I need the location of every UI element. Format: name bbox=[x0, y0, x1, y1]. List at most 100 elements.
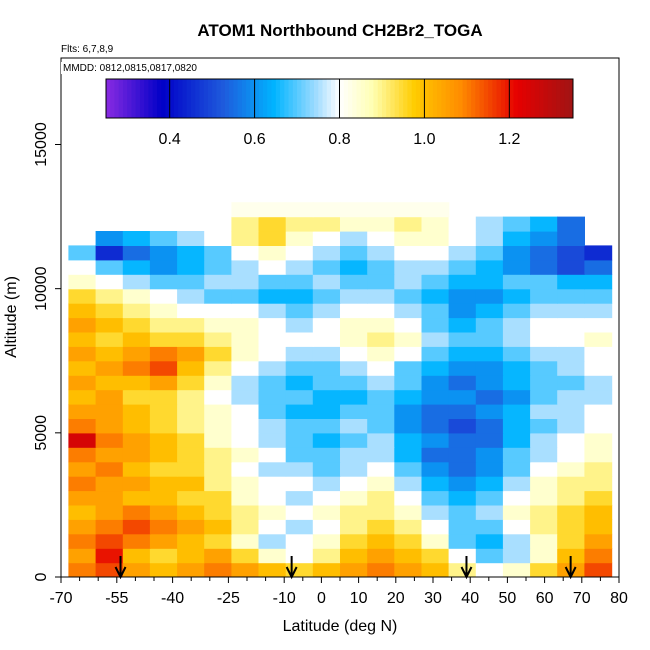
colorbar-segment bbox=[118, 79, 124, 118]
heatmap-cell bbox=[530, 346, 558, 362]
colorbar-segment bbox=[543, 79, 549, 118]
colorbar-segment bbox=[122, 79, 128, 118]
heatmap-cell bbox=[557, 519, 585, 535]
chart-title: ATOM1 Northbound CH2Br2_TOGA bbox=[197, 21, 482, 40]
heatmap-cell bbox=[340, 360, 368, 376]
heatmap-cell bbox=[231, 404, 260, 419]
heatmap-cell bbox=[95, 360, 124, 376]
colorbar-segment bbox=[233, 79, 239, 118]
heatmap-cell bbox=[448, 461, 477, 477]
heatmap-cell bbox=[122, 346, 151, 362]
heatmap-cell bbox=[231, 331, 260, 347]
heatmap-cell bbox=[584, 447, 613, 463]
heatmap-cell bbox=[340, 490, 368, 506]
heatmap-cell bbox=[394, 432, 423, 448]
heatmap-cell bbox=[584, 562, 613, 577]
heatmap-cell bbox=[394, 504, 423, 520]
colorbar-segment bbox=[207, 79, 213, 118]
colorbar-segment bbox=[441, 79, 447, 118]
colorbar-segment bbox=[471, 79, 476, 118]
heatmap-cell bbox=[421, 331, 450, 347]
colorbar-segment bbox=[131, 79, 137, 118]
heatmap-cell bbox=[394, 519, 423, 535]
colorbar-segment bbox=[449, 79, 455, 118]
heatmap-cell bbox=[258, 519, 287, 535]
heatmap-cell bbox=[421, 476, 450, 492]
heatmap-cell bbox=[122, 404, 151, 419]
colorbar-segment bbox=[458, 79, 464, 118]
colorbar-segment bbox=[280, 79, 285, 118]
heatmap-cell bbox=[149, 461, 178, 477]
heatmap-cell bbox=[557, 274, 585, 290]
heatmap-cell bbox=[340, 476, 368, 492]
colorbar-segment bbox=[547, 79, 553, 118]
heatmap-cell bbox=[448, 404, 477, 419]
heatmap-cell bbox=[312, 202, 341, 218]
heatmap-cell bbox=[285, 476, 314, 492]
y-tick-label: 15000 bbox=[33, 122, 50, 167]
heatmap-cell bbox=[177, 274, 205, 290]
heatmap-cell bbox=[204, 288, 232, 304]
colorbar-segment bbox=[271, 79, 277, 118]
heatmap-cell bbox=[149, 548, 178, 564]
heatmap-cell bbox=[448, 274, 477, 290]
heatmap-cell bbox=[68, 346, 97, 362]
heatmap-cell bbox=[177, 303, 205, 319]
heatmap-cell bbox=[394, 346, 423, 362]
heatmap-cell bbox=[149, 231, 178, 246]
heatmap-cell bbox=[421, 375, 450, 391]
heatmap-cell bbox=[231, 533, 260, 549]
colorbar-segment bbox=[407, 79, 413, 118]
heatmap-cell bbox=[258, 404, 287, 419]
heatmap-cell bbox=[557, 404, 585, 419]
heatmap-cell bbox=[502, 216, 531, 232]
heatmap-cell bbox=[68, 519, 97, 535]
x-axis: -70 -55 -40 -25 -10 0 10 20 30 40 50 60 70 80 bbox=[49, 577, 628, 607]
heatmap-cell bbox=[312, 317, 341, 333]
colorbar-segment bbox=[496, 79, 502, 118]
heatmap-cell bbox=[285, 504, 314, 520]
heatmap-cell bbox=[312, 231, 341, 246]
heatmap-cell bbox=[258, 346, 287, 362]
heatmap-cell bbox=[312, 519, 341, 535]
colorbar-segment bbox=[237, 79, 243, 118]
heatmap-cell bbox=[584, 533, 613, 549]
heatmap-cell bbox=[475, 288, 504, 304]
heatmap-cell bbox=[312, 533, 341, 549]
x-axis-label: Latitude (deg N) bbox=[283, 618, 398, 635]
heatmap-cell bbox=[285, 447, 314, 463]
heatmap-cell bbox=[258, 418, 287, 434]
heatmap-cell bbox=[231, 375, 260, 391]
heatmap-cell bbox=[502, 404, 531, 419]
heatmap-cell bbox=[340, 317, 368, 333]
heatmap-cell bbox=[122, 303, 151, 319]
heatmap-cell bbox=[258, 562, 287, 577]
heatmap-cell bbox=[367, 216, 395, 232]
heatmap-cell bbox=[421, 490, 450, 506]
heatmap-cell bbox=[530, 447, 558, 463]
heatmap-cell bbox=[149, 303, 178, 319]
heatmap-cell bbox=[231, 259, 260, 275]
heatmap-cell bbox=[475, 360, 504, 376]
heatmap-cell bbox=[312, 490, 341, 506]
heatmap-cell bbox=[340, 216, 368, 232]
heatmap-cell bbox=[68, 288, 97, 304]
heatmap-cell bbox=[502, 375, 531, 391]
heatmap-cell bbox=[149, 331, 178, 347]
heatmap-cell bbox=[530, 418, 558, 434]
heatmap-cell bbox=[177, 375, 205, 391]
colorbar-segment bbox=[454, 79, 459, 118]
colorbar-segment bbox=[509, 79, 515, 118]
colorbar-segment bbox=[318, 79, 324, 118]
heatmap-cell bbox=[149, 432, 178, 448]
heatmap-cell bbox=[394, 548, 423, 564]
y-tick-label: 0 bbox=[33, 572, 50, 581]
heatmap-cell bbox=[421, 533, 450, 549]
colorbar-segment bbox=[560, 79, 566, 118]
colorbar-segment bbox=[356, 79, 362, 118]
x-tick-label: -25 bbox=[217, 590, 240, 607]
colorbar-segment bbox=[339, 79, 345, 118]
heatmap-cell bbox=[177, 418, 205, 434]
heatmap-cell bbox=[95, 548, 124, 564]
colorbar-segment bbox=[258, 79, 264, 118]
